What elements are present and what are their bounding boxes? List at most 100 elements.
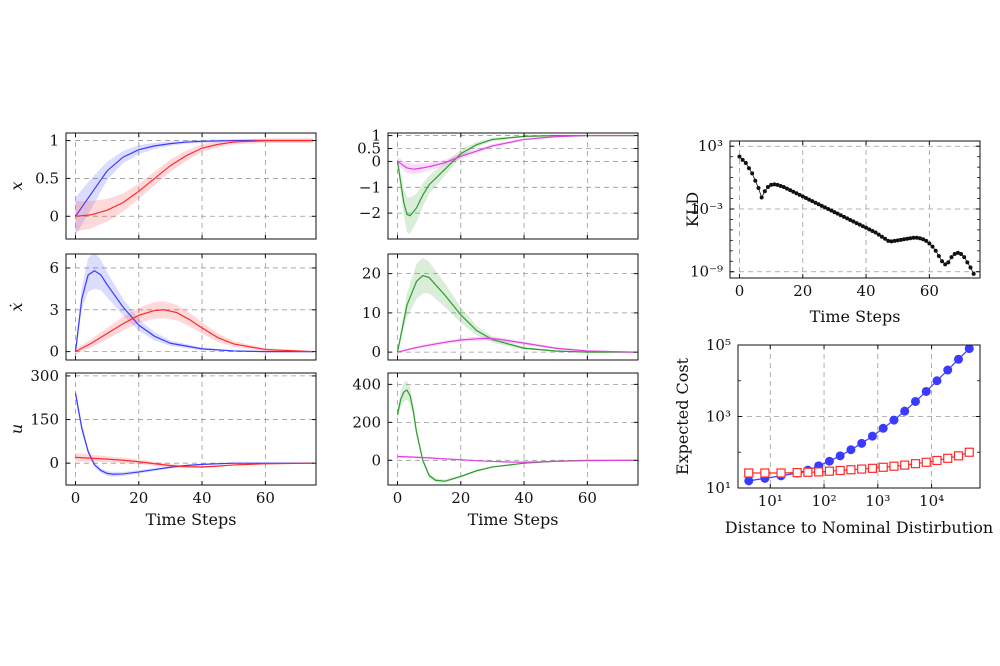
data-point (933, 248, 938, 253)
grid (66, 373, 316, 485)
data-point (794, 191, 799, 196)
data-point-red (792, 468, 802, 478)
data-point (800, 194, 805, 199)
y-tick-label: 0 (371, 343, 381, 361)
data-point (810, 199, 815, 204)
data-point (936, 254, 941, 259)
data-point (927, 241, 932, 246)
data-point (968, 265, 973, 270)
plot-area (75, 138, 313, 236)
chart-kld: 0 20 40 60 10³ 10⁻³ 10⁻⁹ KLD Time Steps (683, 137, 981, 326)
data-point (813, 200, 818, 205)
data-point (778, 183, 783, 188)
data-point (851, 219, 856, 224)
y-tick-label: 0 (49, 207, 59, 225)
data-point (940, 259, 945, 264)
data-point (841, 214, 846, 219)
band-green (397, 380, 635, 483)
data-point (959, 251, 964, 256)
chart-u2: 0 20 40 60 0 200 400 Time Steps (352, 372, 639, 529)
data-point (816, 202, 821, 207)
data-point (838, 213, 843, 218)
data-point-red (846, 465, 856, 475)
x-tick-label: 0 (735, 282, 745, 300)
y-tick-label: 0 (371, 152, 381, 170)
data-point (797, 192, 802, 197)
data-point-red (803, 467, 813, 477)
x-tick-label: 0 (393, 489, 403, 507)
data-point (860, 224, 865, 229)
data-point (908, 236, 913, 241)
x-axis-label: Time Steps (810, 307, 901, 326)
axes-frame (387, 372, 639, 486)
data-point (924, 238, 929, 243)
data-point (829, 208, 834, 213)
data-point-red (953, 451, 964, 461)
data-point-blue (889, 415, 899, 425)
data-point (769, 182, 774, 187)
y-tick-label: −2 (359, 204, 381, 222)
data-point-blue (900, 406, 910, 416)
y-tick-label: 150 (30, 411, 59, 429)
data-point (895, 238, 900, 243)
series-line-blue (74, 270, 313, 353)
data-point (781, 185, 786, 190)
data-point-red (776, 468, 786, 478)
data-point-red (889, 461, 899, 471)
series-line-blue (75, 139, 313, 217)
data-point (962, 255, 967, 260)
band-magenta (397, 134, 635, 175)
series-line-magenta (397, 134, 635, 170)
data-point (848, 217, 853, 222)
data-point-red (910, 459, 921, 469)
x-tick-label: 20 (793, 282, 812, 300)
data-point (759, 195, 764, 200)
data-point (892, 238, 897, 243)
x-tick-label: 10⁴ (919, 492, 944, 510)
y-axis-label: x (7, 181, 26, 190)
chart-u: 0 20 40 60 0 150 300 u Time Steps (7, 367, 317, 529)
chart-x2: −2 −1 00.51 (357, 127, 639, 240)
data-point (917, 236, 922, 241)
x-tick-label: 20 (451, 489, 470, 507)
data-point (889, 239, 894, 244)
data-point-blue (824, 456, 834, 466)
y-tick-label: 10 (362, 304, 381, 322)
data-point-red (814, 467, 824, 477)
data-point-blue (964, 345, 974, 354)
data-point (946, 260, 951, 265)
data-point (854, 221, 859, 226)
data-point (743, 160, 748, 165)
y-tick-label: 300 (30, 367, 59, 385)
data-point (867, 227, 872, 232)
data-point-blue (910, 396, 920, 406)
band-magenta (397, 455, 635, 463)
series-line-red (75, 309, 313, 353)
x-tick-label: 40 (193, 489, 212, 507)
x-tick-label: 10¹ (758, 492, 783, 510)
axes-frame (729, 140, 981, 279)
data-point (753, 178, 758, 183)
data-point-blue (835, 451, 845, 461)
y-tick-label: 3 (49, 301, 59, 319)
data-point (822, 205, 827, 210)
plot-area (74, 254, 313, 356)
data-point (971, 271, 976, 276)
plot-area (74, 387, 313, 477)
grid (730, 141, 980, 278)
x-tick-label: 10² (811, 492, 836, 510)
data-point (952, 251, 957, 256)
y-tick-label: 400 (352, 375, 381, 393)
x-axis-label: Time Steps (146, 510, 237, 529)
x-tick-label: 20 (129, 489, 148, 507)
data-point (876, 232, 881, 237)
data-point (902, 237, 907, 242)
data-point (807, 197, 812, 202)
band-red (75, 453, 313, 469)
data-point (955, 250, 960, 255)
band-green (397, 134, 635, 234)
data-point-red (835, 465, 845, 476)
y-tick-label: 200 (352, 413, 381, 431)
y-axis-label: u (7, 424, 26, 434)
data-point (832, 210, 837, 215)
